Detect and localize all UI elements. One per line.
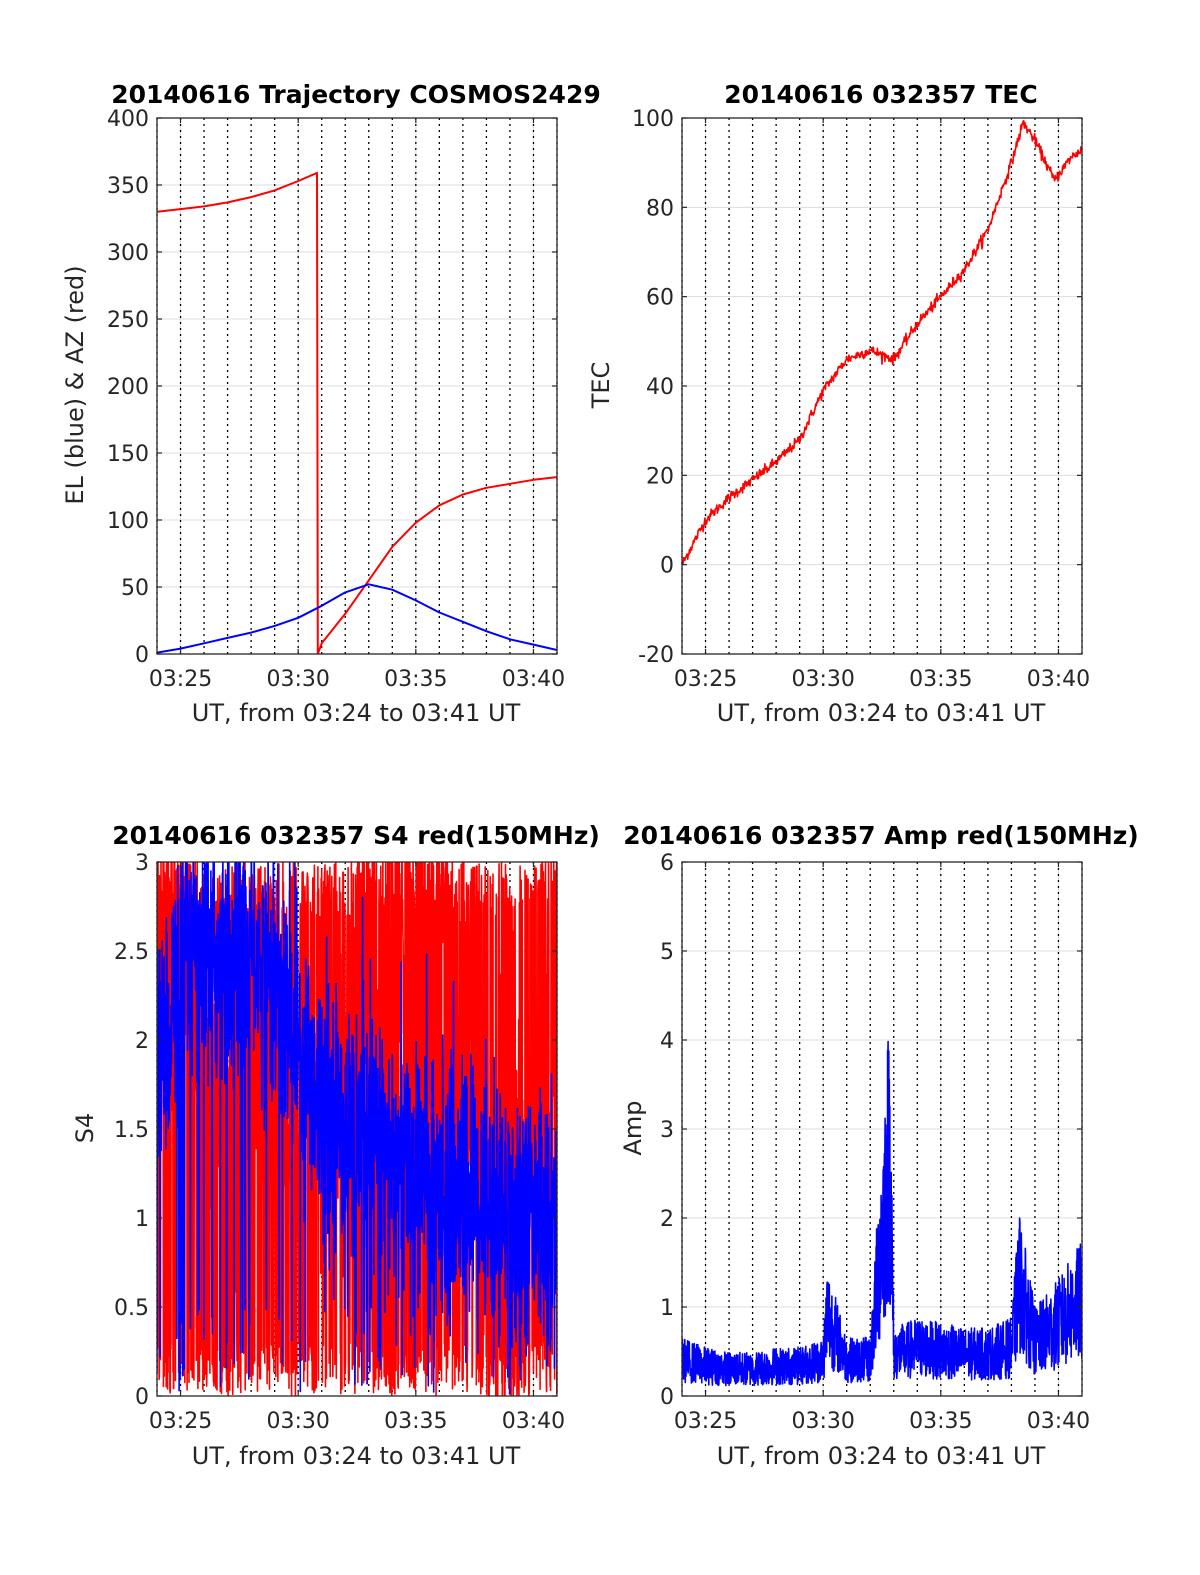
tec-ytick-label: 0: [660, 554, 674, 579]
s4-panel: 20140616 032357 S4 red(150MHz) S4 UT, fr…: [71, 821, 600, 1470]
s4-series-1: [157, 862, 557, 1395]
s4-xlabel: UT, from 03:24 to 03:41 UT: [192, 1442, 521, 1470]
s4-ytick-label: 1: [135, 1207, 149, 1232]
tec-ytick-label: 40: [646, 375, 674, 400]
trajectory-panel: 20140616 Trajectory COSMOS2429 EL (blue)…: [61, 80, 601, 727]
s4-xtick-label: 03:30: [266, 1409, 329, 1434]
s4-ytick-label: 0: [135, 1385, 149, 1410]
amp-ytick-label: 2: [660, 1207, 674, 1232]
trajectory-ytick-label: 400: [107, 107, 149, 132]
trajectory-xtick-label: 03:40: [502, 667, 565, 692]
tec-xtick-label: 03:35: [909, 667, 972, 692]
trajectory-title: 20140616 Trajectory COSMOS2429: [111, 80, 601, 109]
trajectory-xtick-label: 03:30: [266, 667, 329, 692]
tec-xtick-label: 03:40: [1027, 667, 1090, 692]
s4-ylabel: S4: [71, 1113, 99, 1144]
amp-ytick-label: 6: [660, 851, 674, 876]
trajectory-plot: [157, 171, 557, 654]
tec-xtick-label: 03:30: [791, 667, 854, 692]
s4-ytick-label: 0.5: [114, 1296, 149, 1321]
trajectory-ytick-label: 350: [107, 174, 149, 199]
s4-ytick-label: 3: [135, 851, 149, 876]
trajectory-ytick-label: 100: [107, 509, 149, 534]
amp-ytick-label: 4: [660, 1029, 674, 1054]
tec-ytick-label: 60: [646, 286, 674, 311]
s4-xtick-label: 03:25: [149, 1409, 212, 1434]
trajectory-xlabel: UT, from 03:24 to 03:41 UT: [192, 699, 521, 727]
trajectory-ytick-label: 150: [107, 442, 149, 467]
s4-ytick-label: 2.5: [114, 940, 149, 965]
tec-plot: [682, 120, 1082, 566]
amp-ytick-label: 0: [660, 1385, 674, 1410]
s4-ytick-label: 1.5: [114, 1118, 149, 1143]
amp-panel: 20140616 032357 Amp red(150MHz) Amp UT, …: [619, 821, 1139, 1470]
s4-plot: [157, 862, 557, 1396]
amp-plot: [682, 1040, 1082, 1387]
trajectory-ytick-label: 250: [107, 308, 149, 333]
trajectory-ytick-label: 50: [121, 576, 149, 601]
tec-series-0: [682, 120, 1082, 566]
tec-ytick-label: 100: [632, 107, 674, 132]
amp-xtick-label: 03:25: [674, 1409, 737, 1434]
trajectory-ytick-label: 200: [107, 375, 149, 400]
trajectory-ytick-label: 0: [135, 643, 149, 668]
trajectory-ylabel: EL (blue) & AZ (red): [61, 265, 89, 504]
amp-xtick-label: 03:30: [791, 1409, 854, 1434]
trajectory-series-0: [157, 171, 557, 654]
s4-ytick-label: 2: [135, 1029, 149, 1054]
tec-xlabel: UT, from 03:24 to 03:41 UT: [717, 699, 1046, 727]
amp-xtick-label: 03:35: [909, 1409, 972, 1434]
s4-xtick-label: 03:35: [384, 1409, 447, 1434]
amp-ytick-label: 1: [660, 1296, 674, 1321]
s4-title: 20140616 032357 S4 red(150MHz): [112, 821, 600, 850]
tec-ytick-label: -20: [638, 643, 674, 668]
trajectory-xtick-label: 03:35: [384, 667, 447, 692]
trajectory-series-1: [157, 583, 557, 654]
s4-xtick-label: 03:40: [502, 1409, 565, 1434]
amp-ytick-label: 5: [660, 940, 674, 965]
tec-grid: [681, 117, 1083, 655]
trajectory-ytick-label: 300: [107, 241, 149, 266]
tec-ytick-label: 20: [646, 464, 674, 489]
trajectory-xtick-label: 03:25: [149, 667, 212, 692]
amp-ylabel: Amp: [619, 1100, 647, 1155]
tec-title: 20140616 032357 TEC: [724, 80, 1037, 109]
amp-title: 20140616 032357 Amp red(150MHz): [623, 821, 1139, 850]
amp-series-0: [682, 1040, 1082, 1387]
amp-xtick-label: 03:40: [1027, 1409, 1090, 1434]
amp-ytick-label: 3: [660, 1118, 674, 1143]
tec-panel: 20140616 032357 TEC TEC UT, from 03:24 t…: [587, 80, 1090, 727]
amp-xlabel: UT, from 03:24 to 03:41 UT: [717, 1442, 1046, 1470]
tec-ytick-label: 80: [646, 196, 674, 221]
tec-ylabel: TEC: [587, 362, 615, 410]
tec-xtick-label: 03:25: [674, 667, 737, 692]
